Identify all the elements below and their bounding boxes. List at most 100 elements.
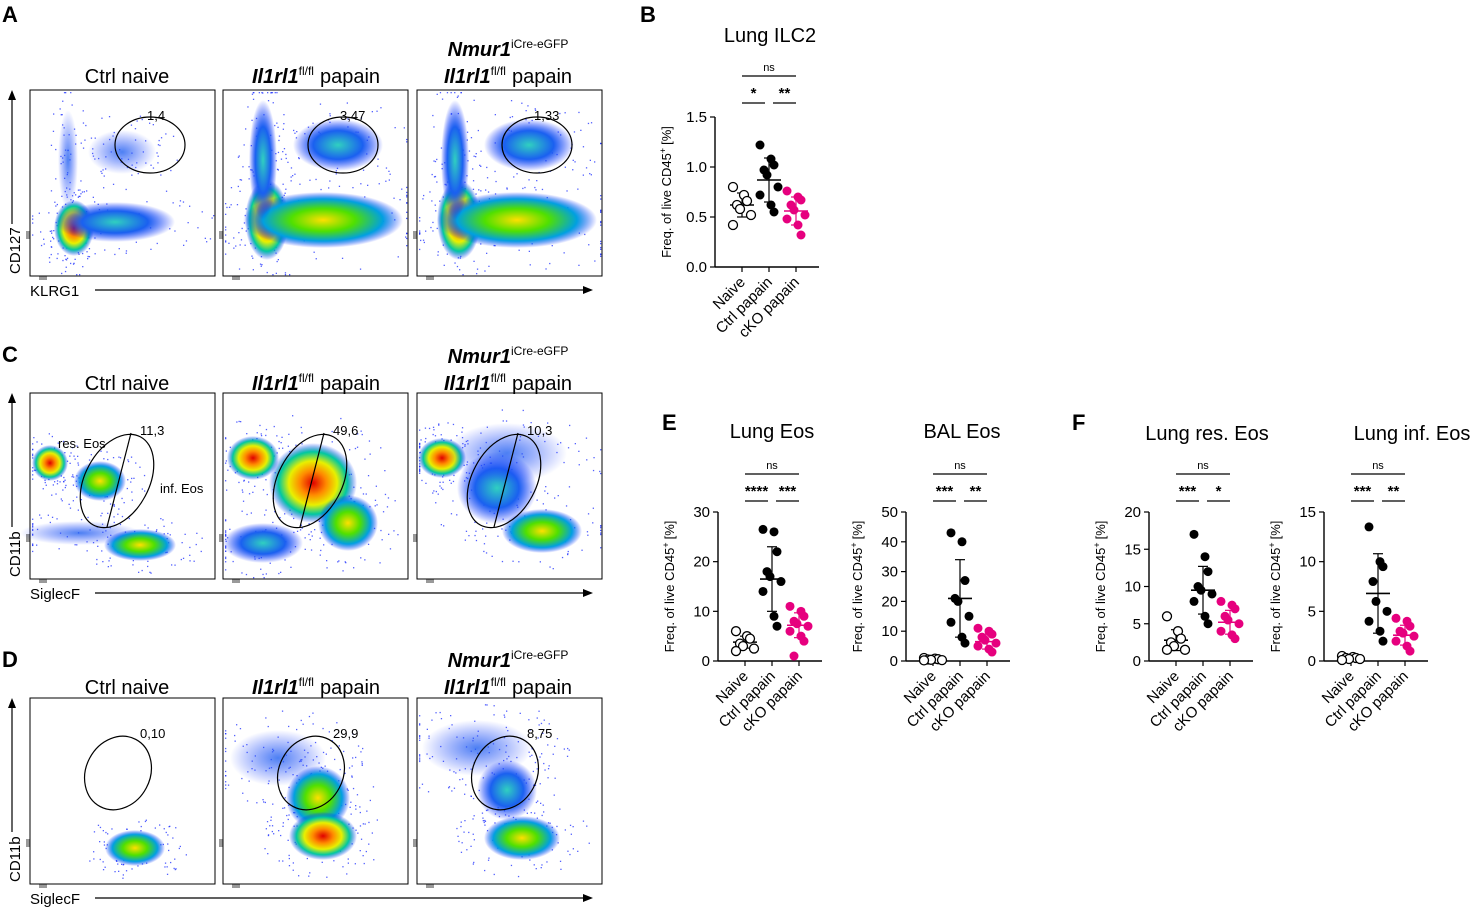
x-axis-arrowhead	[583, 286, 593, 294]
flow-event-dot	[472, 168, 474, 170]
significance-label: ns	[766, 460, 778, 472]
chart-B: Lung ILC2 0.0 0.5 1.0 1.5 Freq. of live CD45+…	[658, 25, 819, 341]
flow-plot-r1-c1: 1,4	[26, 89, 216, 280]
flow-event-dot	[275, 272, 277, 274]
flow-event-dot	[594, 161, 596, 163]
flow-event-dot	[334, 758, 336, 761]
flow-event-dot	[371, 832, 373, 834]
flow-event-dot	[381, 539, 383, 541]
flow-event-dot	[32, 518, 34, 520]
data-point	[803, 621, 813, 631]
flow-event-dot	[547, 422, 549, 424]
flow-event-dot	[55, 205, 57, 207]
flow-event-dot	[506, 188, 508, 190]
flow-event-dot	[265, 479, 267, 481]
gene-name: Nmur1	[448, 650, 511, 672]
flow-event-dot	[545, 268, 547, 270]
flow-event-dot	[40, 244, 43, 247]
gate-percentage: 11,3	[140, 423, 164, 438]
y-tick-label: 5	[1308, 603, 1316, 620]
flow-event-dot	[465, 530, 468, 532]
flow-event-dot	[288, 857, 290, 860]
flow-event-dot	[150, 572, 152, 574]
flow-event-dot	[406, 217, 408, 220]
flow-event-dot	[131, 477, 133, 480]
flow-event-dot	[427, 791, 430, 793]
flow-event-dot	[156, 152, 158, 154]
flow-event-dot	[248, 166, 250, 168]
flow-event-dot	[434, 435, 437, 437]
flow-event-dot	[240, 239, 243, 241]
flow-event-dot	[65, 266, 67, 268]
flow-event-dot	[600, 472, 602, 475]
data-point	[758, 524, 768, 534]
flow-event-dot	[280, 834, 282, 837]
flow-event-dot	[362, 747, 364, 750]
flow-event-dot	[133, 477, 135, 479]
flow-event-dot	[592, 507, 594, 509]
flow-event-dot	[419, 248, 421, 251]
flow-event-dot	[65, 92, 67, 94]
gate-percentage: 10,3	[527, 423, 552, 438]
flow-event-dot	[567, 747, 569, 750]
flow-event-dot	[481, 812, 484, 814]
flow-event-dot	[440, 434, 442, 436]
flow-event-dot	[266, 271, 268, 274]
data-point	[793, 220, 803, 230]
flow-event-dot	[74, 458, 76, 460]
flow-event-dot	[399, 199, 401, 201]
flow-event-dot	[44, 479, 46, 481]
flow-event-dot	[322, 727, 324, 730]
flow-event-dot	[225, 460, 227, 462]
flow-event-dot	[112, 457, 115, 459]
data-point	[1368, 577, 1378, 587]
flow-event-dot	[284, 513, 286, 515]
flow-event-dot	[528, 250, 530, 252]
flow-event-dot	[144, 524, 146, 526]
gate-ellipse	[114, 116, 186, 174]
flow-event-dot	[179, 845, 181, 848]
flow-event-dot	[189, 560, 191, 562]
flow-event-dot	[314, 529, 316, 531]
flow-event-dot	[62, 440, 65, 443]
flow-event-dot	[436, 227, 438, 230]
flow-event-dot	[68, 503, 70, 505]
flow-event-dot	[363, 862, 365, 865]
flow-event-dot	[93, 851, 95, 853]
flow-event-dot	[287, 161, 289, 163]
flow-event-dot	[77, 196, 79, 198]
gene-name: Il1rl1	[444, 66, 491, 88]
flow-event-dot	[505, 420, 508, 422]
flow-event-dot	[32, 234, 34, 236]
flow-event-dot	[542, 804, 544, 806]
flow-event-dot	[225, 775, 227, 777]
data-point	[1391, 636, 1401, 646]
flow-event-dot	[285, 157, 287, 160]
flow-event-dot	[374, 505, 376, 507]
flow-event-dot	[419, 735, 421, 737]
flow-event-dot	[141, 488, 143, 490]
x-axis-arrowhead	[583, 894, 593, 902]
flow-event-dot	[144, 490, 146, 492]
flow-event-dot	[362, 855, 364, 857]
flow-event-dot	[63, 476, 65, 479]
flow-event-dot	[292, 862, 294, 864]
data-point	[1371, 596, 1381, 606]
flow-event-dot	[63, 481, 65, 483]
flow-event-dot	[145, 819, 147, 821]
flow-event-dot	[230, 187, 233, 189]
flow-event-dot	[436, 181, 438, 183]
flow-event-dot	[182, 201, 185, 203]
flow-event-dot	[439, 711, 441, 714]
flow-event-dot	[280, 158, 283, 160]
flow-event-dot	[459, 269, 461, 271]
flow-event-dot	[374, 499, 377, 501]
y-axis-label: CD11b	[7, 836, 24, 882]
flow-event-dot	[252, 92, 254, 94]
flow-event-dot	[169, 825, 171, 827]
flow-event-dot	[82, 252, 84, 255]
flow-density-blob	[293, 119, 383, 171]
flow-event-dot	[284, 274, 287, 276]
flow-event-dot	[127, 459, 129, 461]
flow-event-dot	[582, 174, 584, 176]
